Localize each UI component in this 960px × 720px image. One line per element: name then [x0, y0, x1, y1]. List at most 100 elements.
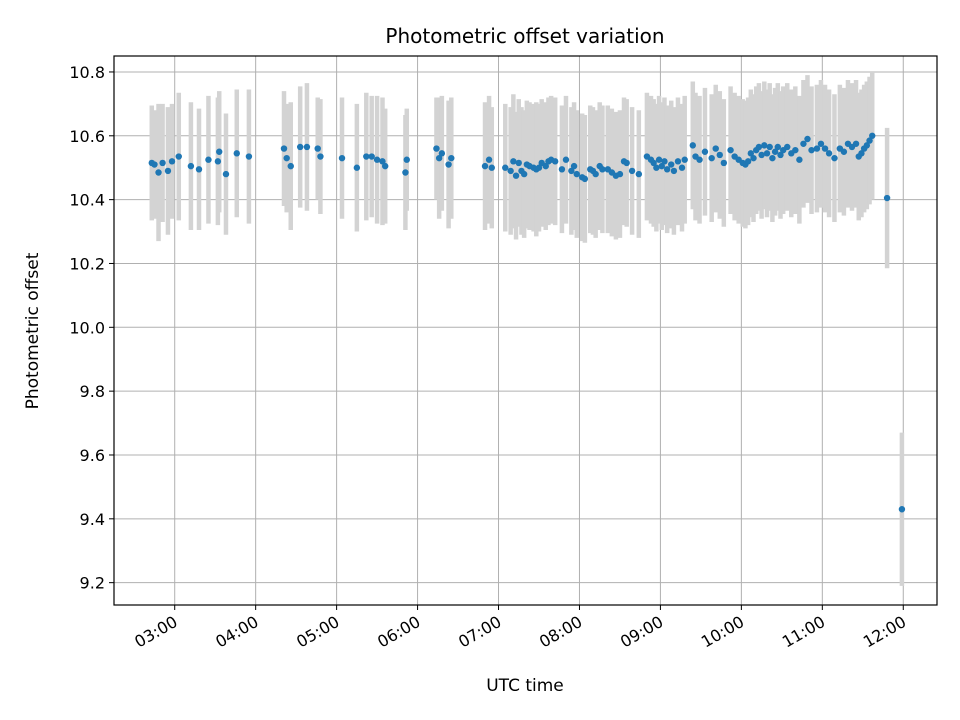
data-point: [712, 145, 719, 152]
data-point: [296, 143, 304, 151]
data-point: [168, 158, 176, 165]
data-point: [655, 156, 663, 163]
data-point: [155, 169, 162, 176]
data-point: [898, 506, 906, 513]
data-point: [381, 162, 389, 170]
data-point: [792, 146, 799, 154]
data-point: [804, 135, 811, 143]
data-point: [863, 142, 871, 149]
data-point: [744, 158, 752, 165]
data-point: [650, 159, 657, 167]
data-point: [435, 154, 443, 162]
y-tick-label: 10.2: [69, 254, 105, 273]
data-point: [825, 150, 833, 157]
data-point: [635, 170, 643, 178]
data-point: [763, 150, 771, 157]
y-tick-label: 9.8: [80, 382, 105, 401]
data-point: [570, 162, 578, 170]
data-point: [708, 154, 715, 162]
data-point: [535, 164, 543, 171]
data-point: [616, 170, 624, 178]
data-point: [353, 164, 361, 171]
data-point: [661, 158, 668, 165]
data-point: [368, 153, 375, 160]
data-point: [716, 151, 723, 159]
data-point: [777, 151, 784, 159]
x-axis-label: UTC time: [486, 676, 564, 696]
y-tick-label: 9.6: [80, 446, 105, 465]
data-point: [668, 161, 675, 168]
data-point: [769, 154, 776, 162]
data-point: [214, 158, 222, 165]
data-point: [663, 166, 671, 173]
y-tick-label: 9.2: [80, 574, 105, 593]
data-point: [303, 143, 311, 151]
data-point: [796, 156, 803, 163]
data-point: [216, 148, 223, 155]
data-point: [727, 146, 734, 154]
data-point: [696, 156, 703, 163]
data-point: [151, 161, 158, 168]
data-point: [681, 156, 688, 163]
data-point: [747, 150, 755, 157]
data-point: [701, 148, 709, 155]
data-point: [445, 161, 452, 168]
data-point: [448, 154, 455, 162]
data-point: [800, 140, 807, 147]
data-point: [515, 159, 522, 167]
data-point: [840, 148, 848, 155]
data-point: [287, 162, 294, 170]
data-point: [774, 143, 781, 151]
data-point: [485, 156, 493, 163]
data-point: [573, 170, 580, 178]
y-axis-label: Photometric offset: [23, 252, 43, 409]
data-point: [866, 137, 873, 144]
data-point: [507, 167, 514, 175]
data-point: [280, 145, 288, 152]
y-tick-label: 10.0: [69, 318, 105, 337]
y-axis: 9.2 9.4 9.6 9.8 10.0 10.2 10.4 10.6 10.8: [69, 63, 114, 593]
data-point: [761, 142, 768, 149]
data-point: [813, 145, 821, 152]
data-point: [658, 162, 665, 170]
data-point: [568, 167, 575, 175]
data-point: [674, 158, 682, 165]
y-tick-label: 10.6: [69, 127, 105, 146]
data-point: [858, 150, 865, 157]
data-point: [755, 143, 763, 151]
data-point: [758, 151, 765, 159]
data-point: [831, 154, 838, 162]
data-point: [317, 153, 324, 160]
plot-frame: [113, 55, 938, 606]
data-point: [175, 153, 182, 160]
data-point: [869, 132, 876, 139]
data-point: [558, 166, 566, 173]
data-point: [852, 140, 860, 147]
data-point: [784, 143, 791, 151]
data-point: [314, 145, 321, 152]
data-point: [373, 156, 381, 163]
data-point: [581, 175, 589, 183]
data-point: [433, 145, 440, 152]
data-point: [883, 194, 891, 202]
data-point: [205, 156, 212, 163]
data-point: [551, 158, 559, 165]
data-point: [599, 166, 606, 173]
y-tick-label: 10.8: [69, 63, 105, 82]
data-points: [148, 132, 906, 513]
y-tick-label: 9.4: [80, 510, 105, 529]
data-point: [808, 146, 815, 154]
data-point: [195, 166, 203, 173]
data-point: [520, 170, 528, 178]
data-point: [678, 164, 686, 171]
data-point: [689, 142, 696, 149]
data-point: [187, 162, 195, 170]
data-point: [562, 156, 570, 163]
data-point: [488, 164, 495, 171]
data-point: [653, 164, 660, 171]
data-point: [623, 159, 630, 167]
data-point: [438, 150, 446, 157]
data-point: [402, 169, 409, 176]
data-point: [164, 167, 172, 175]
data-point: [338, 154, 346, 162]
